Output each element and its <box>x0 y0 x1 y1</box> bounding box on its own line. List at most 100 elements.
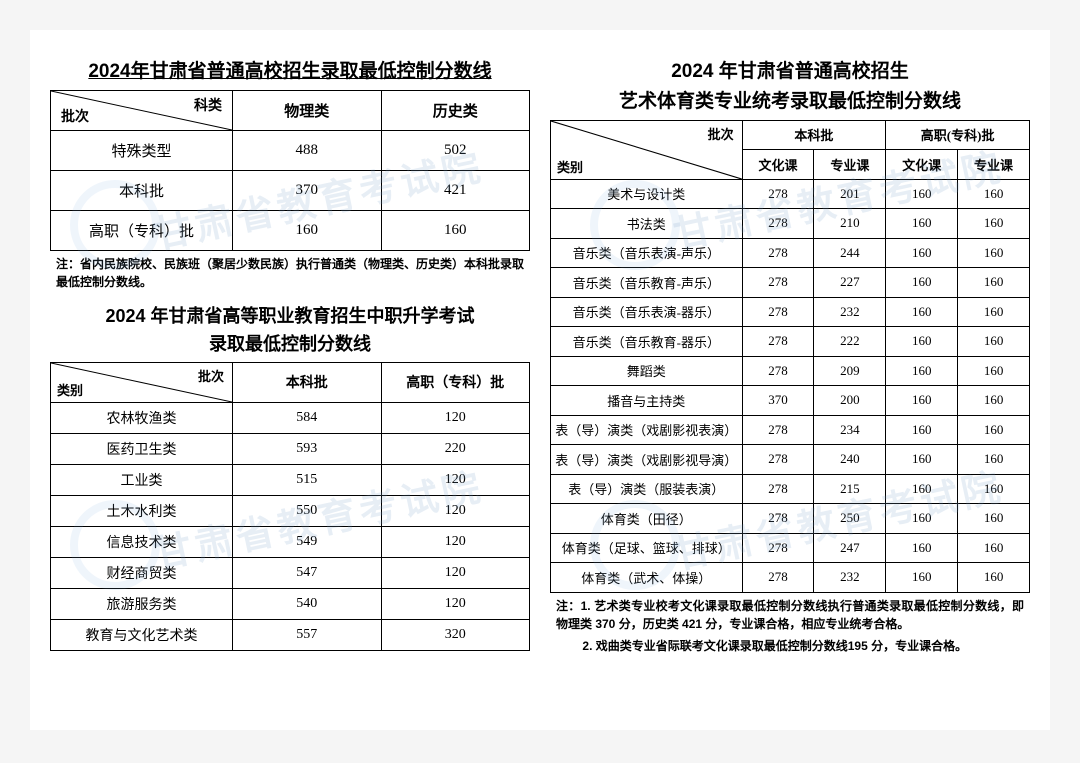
cell: 278 <box>742 504 814 534</box>
row-label: 美术与设计类 <box>551 179 743 209</box>
cell: 160 <box>886 386 958 416</box>
section2-title-l1: 2024 年甘肃省高等职业教育招生中职升学考试 <box>50 305 530 328</box>
row-label: 土木水利类 <box>51 495 233 526</box>
diag-top: 科类 <box>194 95 222 115</box>
cell: 120 <box>381 526 530 557</box>
cell: 160 <box>958 356 1030 386</box>
right-column: 2024 年甘肃省普通高校招生 艺术体育类专业统考录取最低控制分数线 批次 类别… <box>550 60 1030 720</box>
row-label: 书法类 <box>551 209 743 239</box>
page-container: 2024年甘肃省普通高校招生录取最低控制分数线 科类 批次 物理类 历史类 特殊… <box>30 30 1050 730</box>
cell: 278 <box>742 415 814 445</box>
cell: 278 <box>742 327 814 357</box>
cell: 222 <box>814 327 886 357</box>
row-label: 高职（专科）批 <box>51 210 233 250</box>
table-row: 音乐类（音乐表演-声乐）278244160160 <box>551 238 1030 268</box>
cell: 278 <box>742 533 814 563</box>
cell: 220 <box>381 433 530 464</box>
cell: 160 <box>886 445 958 475</box>
cell: 160 <box>886 209 958 239</box>
cell: 160 <box>886 297 958 327</box>
cell: 160 <box>958 445 1030 475</box>
cell: 160 <box>958 327 1030 357</box>
diag-bottom: 类别 <box>557 157 583 176</box>
cell: 160 <box>958 415 1030 445</box>
cell: 160 <box>958 268 1030 298</box>
cell: 160 <box>958 533 1030 563</box>
col-group: 本科批 <box>742 120 886 150</box>
row-label: 财经商贸类 <box>51 557 233 588</box>
row-label: 医药卫生类 <box>51 433 233 464</box>
row-label: 体育类（足球、篮球、排球） <box>551 533 743 563</box>
table-vocational: 批次 类别 本科批 高职（专科）批 农林牧渔类584120 医药卫生类59322… <box>50 362 530 651</box>
row-label: 农林牧渔类 <box>51 402 233 433</box>
cell: 278 <box>742 474 814 504</box>
cell: 278 <box>742 268 814 298</box>
col-header: 专业课 <box>958 150 1030 180</box>
section3-note2: 2. 戏曲类专业省际联考文化课录取最低控制分数线195 分，专业课合格。 <box>550 633 1030 655</box>
col-group: 高职(专科)批 <box>886 120 1030 150</box>
cell: 160 <box>958 386 1030 416</box>
row-label: 表（导）演类（服装表演） <box>551 474 743 504</box>
diag-bottom: 批次 <box>61 106 89 126</box>
table-row: 教育与文化艺术类557320 <box>51 619 530 650</box>
table-row: 体育类（足球、篮球、排球）278247160160 <box>551 533 1030 563</box>
table-row: 音乐类（音乐教育-声乐）278227160160 <box>551 268 1030 298</box>
table-row: 医药卫生类593220 <box>51 433 530 464</box>
cell: 240 <box>814 445 886 475</box>
cell: 160 <box>958 297 1030 327</box>
cell: 160 <box>958 474 1030 504</box>
table-row: 高职（专科）批 160 160 <box>51 210 530 250</box>
cell: 320 <box>381 619 530 650</box>
cell: 278 <box>742 297 814 327</box>
cell: 120 <box>381 588 530 619</box>
cell: 215 <box>814 474 886 504</box>
col-header: 历史类 <box>381 90 530 130</box>
col-header: 高职（专科）批 <box>381 362 530 402</box>
table-row: 表（导）演类（戏剧影视导演）278240160160 <box>551 445 1030 475</box>
section1-title: 2024年甘肃省普通高校招生录取最低控制分数线 <box>50 60 530 84</box>
table-general: 科类 批次 物理类 历史类 特殊类型 488 502 本科批 370 421 高… <box>50 90 530 251</box>
cell: 160 <box>958 238 1030 268</box>
cell: 370 <box>742 386 814 416</box>
cell: 160 <box>886 268 958 298</box>
row-label: 旅游服务类 <box>51 588 233 619</box>
diag-top: 批次 <box>198 366 224 385</box>
cell: 488 <box>233 130 381 170</box>
cell: 278 <box>742 238 814 268</box>
row-label: 体育类（田径） <box>551 504 743 534</box>
cell: 160 <box>886 356 958 386</box>
cell: 160 <box>886 504 958 534</box>
table-row: 本科批 370 421 <box>51 170 530 210</box>
table-row: 信息技术类549120 <box>51 526 530 557</box>
cell: 120 <box>381 557 530 588</box>
cell: 210 <box>814 209 886 239</box>
row-label: 音乐类（音乐教育-器乐） <box>551 327 743 357</box>
cell: 584 <box>233 402 381 433</box>
col-header: 文化课 <box>742 150 814 180</box>
table-row: 音乐类（音乐教育-器乐）278222160160 <box>551 327 1030 357</box>
table-arts-sports: 批次 类别 本科批 高职(专科)批 文化课 专业课 文化课 专业课 美术与设计类… <box>550 120 1030 593</box>
row-label: 音乐类（音乐教育-声乐） <box>551 268 743 298</box>
diag-bottom: 类别 <box>57 380 83 399</box>
section3-note1: 注：1. 艺术类专业校考文化课录取最低控制分数线执行普通类录取最低控制分数线，即… <box>550 593 1030 633</box>
cell: 247 <box>814 533 886 563</box>
table-corner: 科类 批次 <box>51 90 233 130</box>
cell: 557 <box>233 619 381 650</box>
row-label: 体育类（武术、体操） <box>551 563 743 593</box>
row-label: 播音与主持类 <box>551 386 743 416</box>
cell: 209 <box>814 356 886 386</box>
cell: 244 <box>814 238 886 268</box>
table-row: 表（导）演类（服装表演）278215160160 <box>551 474 1030 504</box>
section1-note: 注：省内民族院校、民族班（聚居少数民族）执行普通类（物理类、历史类）本科批录取最… <box>50 251 530 291</box>
cell: 278 <box>742 445 814 475</box>
cell: 547 <box>233 557 381 588</box>
row-label: 信息技术类 <box>51 526 233 557</box>
table-row: 体育类（田径）278250160160 <box>551 504 1030 534</box>
cell: 160 <box>886 563 958 593</box>
row-label: 表（导）演类（戏剧影视表演） <box>551 415 743 445</box>
cell: 160 <box>886 327 958 357</box>
table-row: 农林牧渔类584120 <box>51 402 530 433</box>
cell: 550 <box>233 495 381 526</box>
table-row: 舞蹈类278209160160 <box>551 356 1030 386</box>
cell: 421 <box>381 170 530 210</box>
